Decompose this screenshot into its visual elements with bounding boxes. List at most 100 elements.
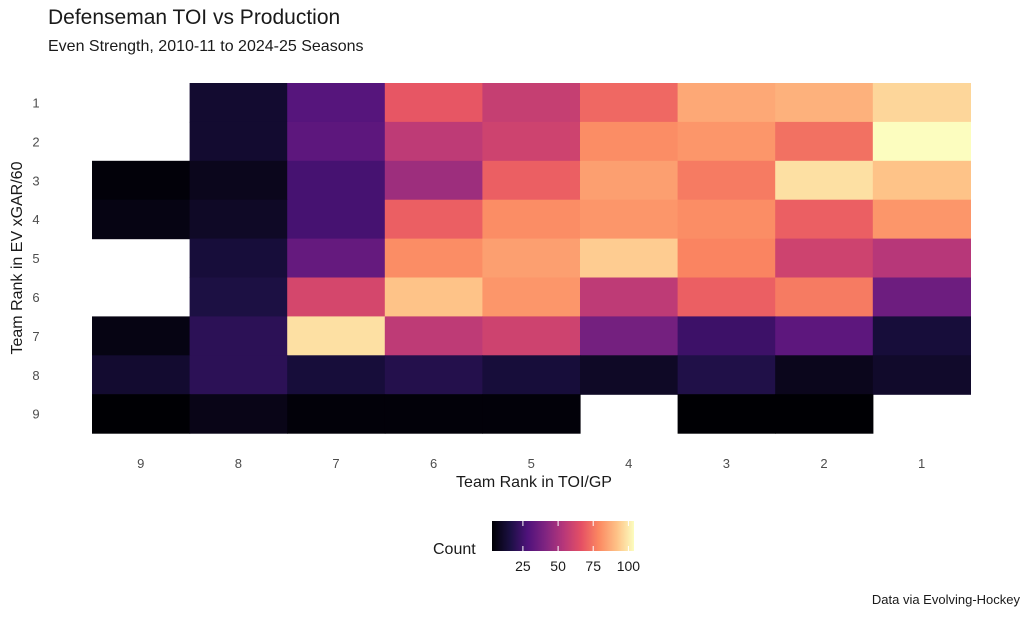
caption: Data via Evolving-Hockey — [871, 592, 1020, 607]
heatmap-cell — [384, 277, 483, 317]
heatmap-cell — [189, 277, 288, 317]
x-axis-ticks: 9 8 7 6 5 4 3 2 1 — [137, 456, 925, 471]
y-tick-label: 5 — [32, 251, 39, 266]
color-legend: 25 50 75 100 — [492, 521, 640, 574]
heatmap-cell — [384, 355, 483, 395]
heatmap-cell — [872, 199, 971, 240]
heatmap-cell — [189, 83, 288, 123]
heatmap-cell — [287, 199, 386, 240]
y-tick-label: 2 — [32, 134, 39, 149]
heatmap-cell — [775, 394, 874, 434]
heatmap-cell — [677, 316, 776, 356]
legend-tick-label: 50 — [550, 558, 566, 574]
y-tick-label: 8 — [32, 368, 39, 383]
heatmap-cell — [872, 160, 971, 201]
x-axis-label: Team Rank in TOI/GP — [456, 474, 612, 491]
x-tick-label: 7 — [332, 456, 339, 471]
heatmap-cell — [482, 121, 581, 162]
heatmap-cell — [287, 238, 386, 279]
heatmap-cell — [92, 199, 191, 240]
chart-subtitle: Even Strength, 2010-11 to 2024-25 Season… — [48, 38, 364, 55]
heatmap-cell — [775, 121, 874, 162]
heatmap-cell — [775, 277, 874, 317]
legend-tick-label: 75 — [585, 558, 601, 574]
y-tick-label: 1 — [32, 96, 39, 111]
heatmap-cell — [775, 83, 874, 123]
heatmap-cell — [92, 355, 191, 395]
heatmap-cell — [384, 316, 483, 356]
heatmap-cell — [677, 394, 776, 434]
heatmap-cell — [872, 316, 971, 356]
heatmap-cell — [189, 394, 288, 434]
heatmap-cell — [287, 394, 386, 434]
heatmap-cell — [92, 394, 191, 434]
heatmap-cells — [92, 83, 971, 434]
legend-colorbar — [492, 521, 634, 551]
x-tick-label: 4 — [625, 456, 632, 471]
y-tick-label: 6 — [32, 290, 39, 305]
chart-title: Defenseman TOI vs Production — [48, 6, 341, 29]
legend-tick-label: 25 — [515, 558, 531, 574]
heatmap-cell — [677, 238, 776, 279]
y-tick-label: 9 — [32, 407, 39, 422]
heatmap-cell — [677, 199, 776, 240]
y-tick-label: 4 — [32, 212, 39, 227]
heatmap-cell — [482, 238, 581, 279]
heatmap-cell — [580, 238, 679, 279]
heatmap-cell — [580, 316, 679, 356]
heatmap-cell — [580, 355, 679, 395]
legend-title: Count — [433, 541, 476, 558]
heatmap-cell — [872, 83, 971, 123]
heatmap-cell — [677, 355, 776, 395]
heatmap-cell — [482, 316, 581, 356]
heatmap-cell — [482, 160, 581, 201]
heatmap-cell — [92, 160, 191, 201]
x-tick-label: 9 — [137, 456, 144, 471]
heatmap-cell — [384, 238, 483, 279]
heatmap-cell — [384, 83, 483, 123]
heatmap-cell — [189, 238, 288, 279]
heatmap-cell — [677, 277, 776, 317]
heatmap-cell — [287, 316, 386, 356]
heatmap-cell — [384, 394, 483, 434]
heatmap-cell — [287, 83, 386, 123]
heatmap-cell — [384, 199, 483, 240]
heatmap-cell — [872, 238, 971, 279]
heatmap-cell — [775, 316, 874, 356]
y-axis-ticks: 1 2 3 4 5 6 7 8 9 — [32, 96, 39, 422]
x-tick-label: 6 — [430, 456, 437, 471]
heatmap-cell — [287, 160, 386, 201]
heatmap-cell — [482, 355, 581, 395]
heatmap-cell — [775, 355, 874, 395]
heatmap-cell — [677, 121, 776, 162]
heatmap-cell — [580, 121, 679, 162]
heatmap-cell — [482, 277, 581, 317]
heatmap-cell — [580, 199, 679, 240]
heatmap-cell — [92, 316, 191, 356]
heatmap-cell — [580, 160, 679, 201]
x-tick-label: 5 — [528, 456, 535, 471]
heatmap-cell — [482, 199, 581, 240]
y-tick-label: 7 — [32, 329, 39, 344]
heatmap-cell — [482, 83, 581, 123]
heatmap-cell — [287, 121, 386, 162]
y-tick-label: 3 — [32, 173, 39, 188]
x-tick-label: 3 — [723, 456, 730, 471]
heatmap-cell — [189, 355, 288, 395]
heatmap-cell — [580, 277, 679, 317]
heatmap-cell — [287, 355, 386, 395]
heatmap-cell — [775, 160, 874, 201]
heatmap-cell — [775, 238, 874, 279]
heatmap-cell — [384, 121, 483, 162]
heatmap-cell — [775, 199, 874, 240]
heatmap-cell — [189, 199, 288, 240]
heatmap-cell — [872, 355, 971, 395]
heatmap-cell — [189, 121, 288, 162]
legend-tick-label: 100 — [617, 558, 641, 574]
heatmap-cell — [580, 83, 679, 123]
heatmap-cell — [482, 394, 581, 434]
heatmap-cell — [677, 83, 776, 123]
x-tick-label: 2 — [820, 456, 827, 471]
heatmap-cell — [677, 160, 776, 201]
